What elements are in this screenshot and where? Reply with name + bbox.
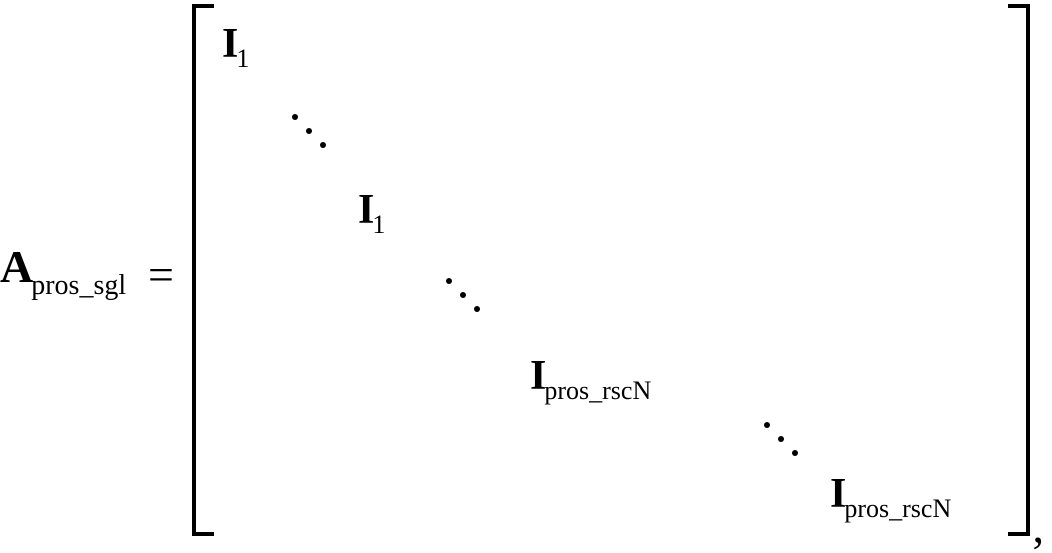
entry-subscript: pros_rscN bbox=[844, 494, 951, 524]
equation-container: A pros_sgl = I 1 I 1 I pros_rscN I pros_… bbox=[0, 0, 1052, 542]
right-bracket-svg bbox=[1004, 4, 1030, 536]
left-bracket-svg bbox=[192, 4, 218, 536]
lhs-subscript: pros_sgl bbox=[31, 270, 126, 302]
diag-entry-3: I pros_rscN bbox=[830, 470, 953, 518]
right-bracket bbox=[1004, 4, 1030, 536]
diag-entry-1: I 1 bbox=[358, 186, 387, 234]
diag-entry-2: I pros_rscN bbox=[530, 352, 653, 400]
lhs: A pros_sgl bbox=[0, 240, 128, 293]
left-bracket bbox=[192, 4, 218, 536]
entry-subscript: 1 bbox=[236, 44, 249, 74]
diag-entry-0: I 1 bbox=[222, 20, 251, 68]
equals-sign: = bbox=[148, 248, 174, 301]
entry-subscript: pros_rscN bbox=[544, 376, 651, 406]
lhs-symbol: A bbox=[0, 240, 33, 293]
entry-subscript: 1 bbox=[372, 210, 385, 240]
trailing-comma: , bbox=[1033, 500, 1045, 553]
